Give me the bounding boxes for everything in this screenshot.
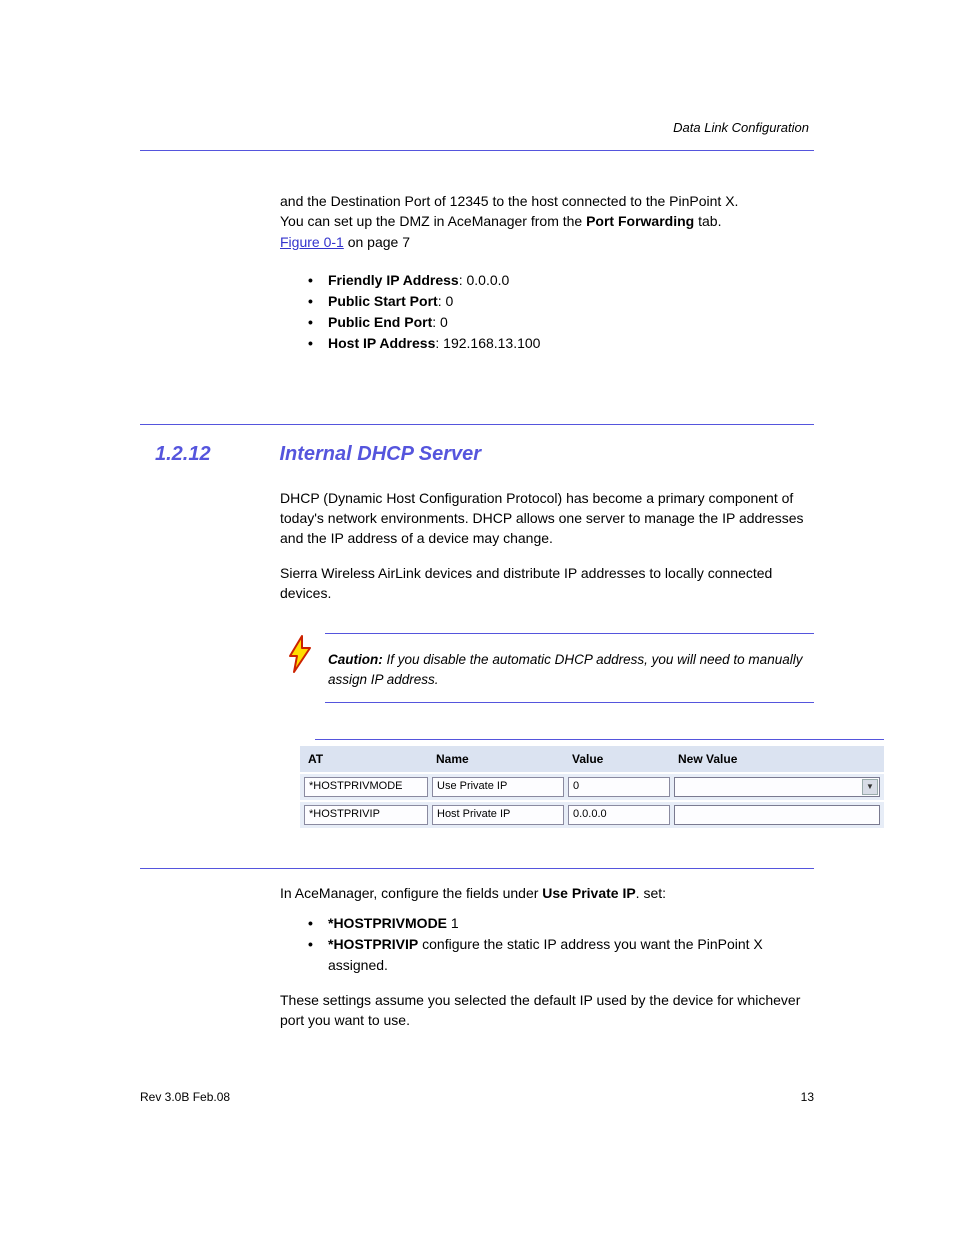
section-rule bbox=[140, 424, 814, 425]
after-table-paragraph: In AceManager, configure the fields unde… bbox=[280, 883, 814, 903]
after-table-lead: In AceManager, configure the fields unde… bbox=[280, 885, 542, 901]
caution-label: Caution: bbox=[328, 652, 383, 667]
section-body-2: Sierra Wireless AirLink devices and dist… bbox=[280, 563, 814, 604]
header-rule bbox=[140, 150, 814, 151]
cell-name: Use Private IP bbox=[432, 777, 564, 797]
cell-at: *HOSTPRIVMODE bbox=[304, 777, 428, 797]
caution-icon bbox=[282, 634, 318, 674]
bullet-label: Public End Port bbox=[328, 314, 432, 330]
bullet-icon: • bbox=[308, 270, 328, 291]
header-right-text: Data Link Configuration bbox=[673, 120, 809, 135]
bullet-label: Host IP Address bbox=[328, 335, 435, 351]
list-item: • Public End Port: 0 bbox=[308, 312, 814, 333]
figure-xref-link[interactable]: Figure 0-1 bbox=[280, 234, 344, 250]
table-top-rule bbox=[315, 739, 884, 740]
col-header-newvalue: New Value bbox=[678, 752, 876, 766]
list-item: • *HOSTPRIVIP configure the static IP ad… bbox=[308, 934, 814, 976]
cell-value: 0.0.0.0 bbox=[568, 805, 670, 825]
intro-line1: and the Destination Port of 12345 to the bbox=[280, 193, 531, 209]
cell-name: Host Private IP bbox=[432, 805, 564, 825]
after-table-tail: . set: bbox=[636, 885, 666, 901]
section-body-1: DHCP (Dynamic Host Configuration Protoco… bbox=[280, 488, 814, 549]
bullet-rest: : 192.168.13.100 bbox=[435, 335, 540, 351]
chevron-down-icon: ▼ bbox=[862, 779, 878, 795]
footer-left: Rev 3.0B Feb.08 bbox=[140, 1090, 230, 1104]
after-table-rule bbox=[140, 868, 814, 869]
section-heading: 1.2.12 Internal DHCP Server bbox=[155, 443, 954, 466]
caution-block: Caution: If you disable the automatic DH… bbox=[282, 634, 814, 689]
bullet-label: *HOSTPRIVMODE bbox=[328, 915, 447, 931]
pfwd-label: Port Forwarding bbox=[586, 213, 694, 229]
bullet-icon: • bbox=[308, 291, 328, 312]
host-word: host bbox=[531, 193, 557, 209]
list-item: • Public Start Port: 0 bbox=[308, 291, 814, 312]
col-header-value: Value bbox=[572, 752, 678, 766]
section-number: 1.2.12 bbox=[155, 443, 275, 466]
caution-body: If you disable the automatic DHCP addres… bbox=[328, 652, 802, 687]
bullet-icon: • bbox=[308, 333, 328, 354]
bullet-icon: • bbox=[308, 934, 328, 976]
list-item: • *HOSTPRIVMODE 1 bbox=[308, 913, 814, 934]
cell-value: 0 bbox=[568, 777, 670, 797]
intro-line4: tab. bbox=[694, 213, 721, 229]
table-header-row: AT Name Value New Value bbox=[300, 746, 884, 772]
intro-paragraph: and the Destination Port of 12345 to the… bbox=[280, 191, 814, 252]
bullet-label: Public Start Port bbox=[328, 293, 438, 309]
bullet-icon: • bbox=[308, 913, 328, 934]
table-row: *HOSTPRIVMODE Use Private IP 0 ▼ bbox=[300, 772, 884, 800]
col-header-name: Name bbox=[436, 752, 572, 766]
after-table-bold: Use Private IP bbox=[542, 885, 635, 901]
section-title: Internal DHCP Server bbox=[279, 443, 481, 465]
private-ip-settings-list: • *HOSTPRIVMODE 1 • *HOSTPRIVIP configur… bbox=[308, 913, 814, 976]
bullet-rest: : 0 bbox=[438, 293, 454, 309]
figure-xref-after: on page 7 bbox=[344, 234, 410, 250]
caution-bottom-rule bbox=[325, 702, 814, 703]
config-table: AT Name Value New Value *HOSTPRIVMODE Us… bbox=[300, 746, 884, 828]
list-item: • Friendly IP Address: 0.0.0.0 bbox=[308, 270, 814, 291]
page-footer: Rev 3.0B Feb.08 13 bbox=[140, 1090, 814, 1104]
bullet-rest: : 0.0.0.0 bbox=[459, 272, 510, 288]
bullet-rest: 1 bbox=[447, 915, 459, 931]
bullet-label: Friendly IP Address bbox=[328, 272, 459, 288]
cell-at: *HOSTPRIVIP bbox=[304, 805, 428, 825]
table-row: *HOSTPRIVIP Host Private IP 0.0.0.0 bbox=[300, 800, 884, 828]
col-header-at: AT bbox=[308, 752, 436, 766]
bullet-rest: : 0 bbox=[432, 314, 448, 330]
intro-line3: You can set up the DMZ in AceManager fro… bbox=[280, 213, 586, 229]
bullet-icon: • bbox=[308, 312, 328, 333]
trailing-paragraph: These settings assume you selected the d… bbox=[280, 990, 814, 1031]
list-item: • Host IP Address: 192.168.13.100 bbox=[308, 333, 814, 354]
intro-line2: connected to the PinPoint X. bbox=[558, 193, 739, 209]
dmz-settings-list: • Friendly IP Address: 0.0.0.0 • Public … bbox=[308, 270, 814, 354]
caution-text: Caution: If you disable the automatic DH… bbox=[318, 634, 814, 689]
new-value-select[interactable]: ▼ bbox=[674, 777, 880, 797]
new-value-input[interactable] bbox=[674, 805, 880, 825]
bullet-label: *HOSTPRIVIP bbox=[328, 936, 418, 952]
footer-page-number: 13 bbox=[801, 1090, 814, 1104]
